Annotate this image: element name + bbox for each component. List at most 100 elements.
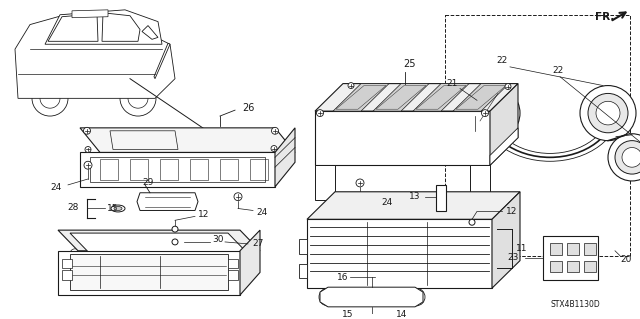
Text: 24: 24 <box>51 183 61 192</box>
Text: 24: 24 <box>257 208 268 217</box>
Text: 29: 29 <box>142 178 154 188</box>
Polygon shape <box>137 193 198 211</box>
Circle shape <box>469 219 475 225</box>
Circle shape <box>234 193 242 201</box>
Circle shape <box>85 146 91 152</box>
Text: 22: 22 <box>497 56 508 65</box>
Text: 14: 14 <box>396 310 408 319</box>
Polygon shape <box>550 261 562 272</box>
Text: 15: 15 <box>342 310 354 319</box>
Polygon shape <box>15 15 175 98</box>
Circle shape <box>570 246 576 252</box>
Polygon shape <box>299 239 307 254</box>
Circle shape <box>411 292 421 302</box>
Circle shape <box>587 246 593 252</box>
Text: 22: 22 <box>552 66 564 75</box>
Circle shape <box>319 288 337 306</box>
Circle shape <box>407 288 425 306</box>
Text: 23: 23 <box>508 253 518 262</box>
Circle shape <box>238 136 242 139</box>
Text: 26: 26 <box>242 103 254 113</box>
Polygon shape <box>228 271 238 280</box>
Polygon shape <box>275 128 295 187</box>
Circle shape <box>138 136 142 139</box>
Polygon shape <box>315 84 518 111</box>
Circle shape <box>112 31 124 42</box>
Bar <box>445 15 630 256</box>
Circle shape <box>154 144 157 147</box>
Circle shape <box>553 246 559 252</box>
Polygon shape <box>154 43 170 79</box>
Circle shape <box>356 179 364 187</box>
Polygon shape <box>307 219 492 288</box>
Text: 25: 25 <box>404 59 416 69</box>
Circle shape <box>70 249 80 259</box>
Polygon shape <box>80 128 295 152</box>
Circle shape <box>129 144 131 147</box>
Text: 11: 11 <box>516 244 528 253</box>
Polygon shape <box>584 261 596 272</box>
Circle shape <box>40 88 60 108</box>
Circle shape <box>588 93 628 133</box>
Circle shape <box>472 105 488 121</box>
Polygon shape <box>58 251 240 295</box>
Polygon shape <box>543 236 598 280</box>
Circle shape <box>158 136 162 139</box>
Circle shape <box>308 273 322 287</box>
Circle shape <box>120 81 156 116</box>
Polygon shape <box>550 243 562 255</box>
Text: 13: 13 <box>409 192 420 201</box>
Circle shape <box>308 220 322 234</box>
Polygon shape <box>62 259 72 269</box>
Text: 12: 12 <box>198 210 210 219</box>
Polygon shape <box>62 271 72 280</box>
Polygon shape <box>45 10 162 44</box>
Circle shape <box>271 145 277 152</box>
Text: FR.: FR. <box>595 12 614 22</box>
Circle shape <box>118 136 122 139</box>
Circle shape <box>218 136 222 139</box>
Polygon shape <box>567 261 579 272</box>
Polygon shape <box>567 243 579 255</box>
Circle shape <box>596 101 620 125</box>
Circle shape <box>570 263 576 270</box>
Polygon shape <box>436 185 446 211</box>
Text: 27: 27 <box>252 239 264 249</box>
Circle shape <box>70 285 80 295</box>
Circle shape <box>464 85 520 141</box>
Circle shape <box>259 144 262 147</box>
Circle shape <box>271 127 278 134</box>
Circle shape <box>622 147 640 167</box>
Circle shape <box>223 285 233 295</box>
Polygon shape <box>315 111 490 165</box>
Ellipse shape <box>111 205 125 212</box>
Circle shape <box>258 136 262 139</box>
Circle shape <box>128 88 148 108</box>
Polygon shape <box>80 152 275 187</box>
Polygon shape <box>70 254 228 290</box>
Polygon shape <box>490 84 518 165</box>
Circle shape <box>172 226 178 232</box>
Polygon shape <box>299 263 307 278</box>
Polygon shape <box>102 13 140 41</box>
Circle shape <box>608 134 640 181</box>
Polygon shape <box>373 84 429 111</box>
Polygon shape <box>470 165 490 200</box>
Polygon shape <box>413 84 469 111</box>
Text: 21: 21 <box>446 79 458 88</box>
Text: 24: 24 <box>381 198 392 207</box>
Circle shape <box>104 144 106 147</box>
Text: 28: 28 <box>67 203 79 212</box>
Text: STX4B1130D: STX4B1130D <box>550 300 600 309</box>
Circle shape <box>323 292 333 302</box>
Text: 12: 12 <box>506 207 518 216</box>
Circle shape <box>223 249 233 259</box>
Polygon shape <box>315 165 335 200</box>
Circle shape <box>587 263 593 270</box>
Polygon shape <box>490 128 518 165</box>
Circle shape <box>472 93 512 133</box>
Text: 16: 16 <box>337 273 349 282</box>
Circle shape <box>228 144 232 147</box>
Ellipse shape <box>366 293 378 300</box>
Polygon shape <box>240 230 260 295</box>
